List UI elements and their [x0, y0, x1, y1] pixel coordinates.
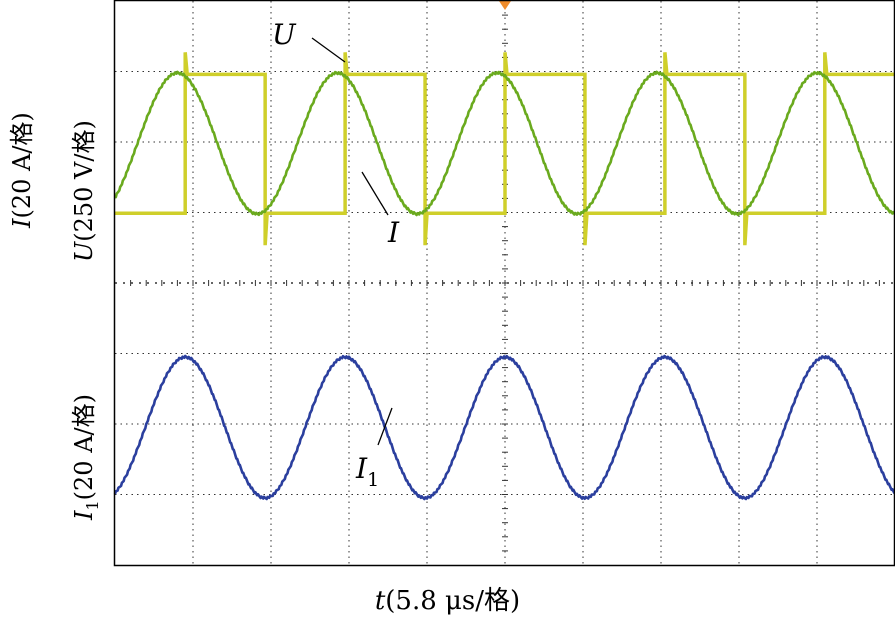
y-label-current-bottom-sub: 1: [82, 500, 102, 511]
y-label-voltage-top-var: U: [70, 241, 98, 262]
trigger-marker: [499, 1, 511, 10]
trace-I1: [113, 354, 895, 501]
label-I1: I1: [355, 452, 379, 491]
x-axis-label-var: t: [374, 586, 386, 616]
y-label-current-top-var: I: [8, 218, 36, 228]
leader-line-I: [361, 171, 389, 216]
trace-U: [115, 52, 895, 246]
x-axis-label-unit: (5.8 μs/格): [385, 586, 521, 616]
y-label-current-bottom: I1(20 A/格): [64, 394, 102, 520]
y-label-current-bottom-unit: (20 A/格): [70, 394, 98, 501]
trace-I: [114, 70, 895, 217]
label-I1-sub: 1: [367, 469, 379, 491]
y-label-current-top: I(20 A/格): [2, 112, 37, 228]
y-label-voltage-top-unit: (250 V/格): [70, 120, 98, 242]
y-label-current-bottom-var: I: [70, 510, 98, 520]
label-U: U: [272, 18, 297, 51]
leader-line-I1: [377, 407, 393, 446]
y-label-voltage-top: U(250 V/格): [64, 120, 99, 262]
grid: [115, 1, 895, 565]
leader-line-U: [311, 37, 346, 63]
x-axis-label: t(5.8 μs/格): [0, 580, 895, 617]
label-I: I: [387, 216, 400, 249]
traces: [113, 52, 895, 501]
y-label-current-top-unit: (20 A/格): [8, 112, 36, 219]
